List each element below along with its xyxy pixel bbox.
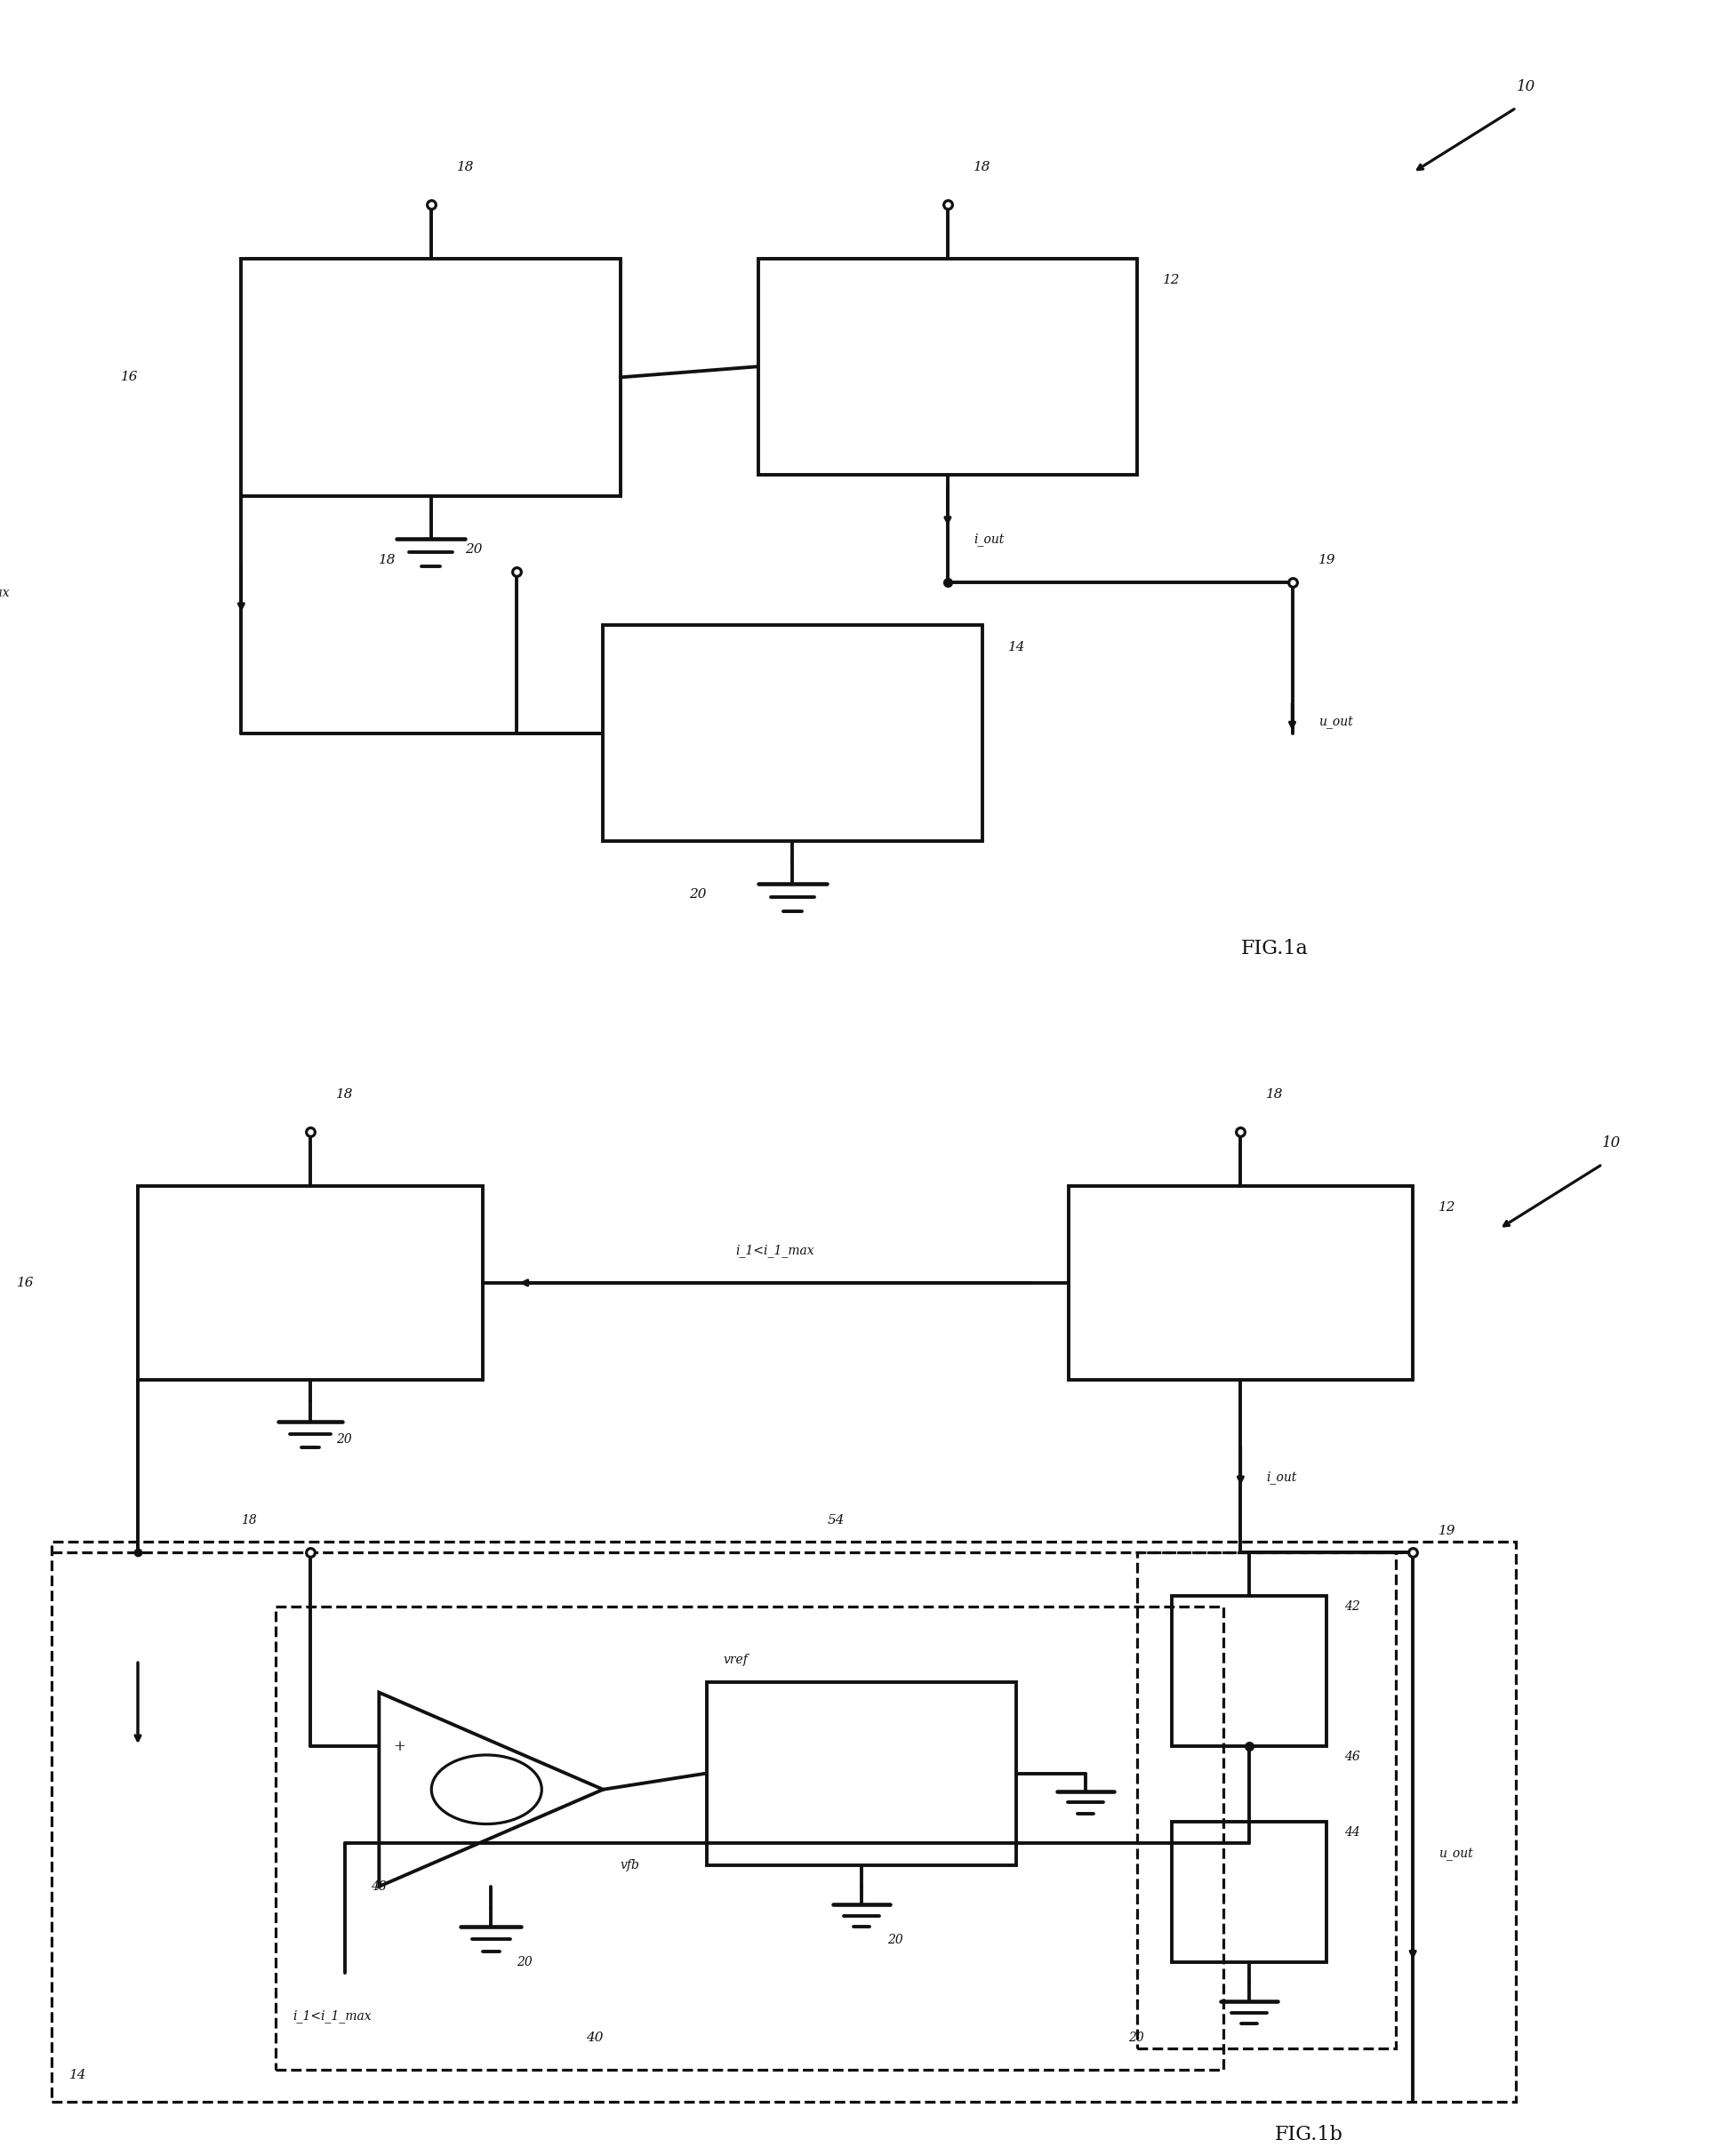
Text: 54: 54 (827, 1514, 844, 1526)
Bar (276, 1606, 1223, 2070)
Text: 44: 44 (1344, 1826, 1359, 1839)
Text: i_1<i_1_max: i_1<i_1_max (0, 586, 10, 599)
Bar (1068, 1186, 1413, 1380)
Bar (706, 1682, 1017, 1865)
Text: 18: 18 (241, 1514, 257, 1526)
Text: 12: 12 (1163, 274, 1180, 287)
Text: vref: vref (724, 1654, 748, 1667)
Text: 20: 20 (689, 888, 706, 901)
Text: 18: 18 (1266, 1089, 1284, 1100)
Text: FIG.1a: FIG.1a (1241, 938, 1308, 959)
Text: 18: 18 (973, 162, 991, 172)
Bar (1172, 1822, 1327, 1962)
Text: vfb: vfb (620, 1858, 639, 1871)
Text: i_out: i_out (1266, 1470, 1297, 1483)
Text: 20: 20 (465, 543, 482, 556)
Text: 42: 42 (1344, 1600, 1359, 1613)
Bar (758, 259, 1137, 474)
Text: +: + (393, 1738, 405, 1755)
Text: 16: 16 (121, 371, 138, 384)
Text: 20: 20 (1129, 2031, 1144, 2044)
Text: i_1<i_1_max: i_1<i_1_max (293, 2009, 372, 2022)
Text: 10: 10 (1516, 78, 1535, 95)
Text: 40: 40 (586, 2031, 603, 2044)
Text: 20: 20 (336, 1434, 351, 1445)
Text: 19: 19 (1439, 1524, 1456, 1537)
Text: 19: 19 (1318, 554, 1335, 567)
Text: i_1<i_1_max: i_1<i_1_max (736, 1244, 815, 1257)
Bar (241, 259, 620, 496)
Text: -: - (393, 1835, 398, 1852)
Text: 48: 48 (370, 1880, 386, 1893)
Text: 20: 20 (887, 1934, 903, 1947)
Bar (1137, 1552, 1396, 2048)
Bar (1172, 1595, 1327, 1746)
Bar (138, 1186, 482, 1380)
Text: 46: 46 (1344, 1751, 1359, 1764)
Text: 10: 10 (1602, 1134, 1621, 1151)
Text: i_out: i_out (973, 533, 1005, 545)
Text: 14: 14 (1008, 640, 1025, 653)
Text: 18: 18 (457, 162, 474, 172)
Text: 14: 14 (69, 2070, 86, 2081)
Text: u_out: u_out (1439, 1848, 1473, 1861)
Text: u_out: u_out (1318, 716, 1353, 729)
Text: 18: 18 (336, 1089, 353, 1100)
Bar (603, 625, 982, 841)
Bar (52, 1542, 1516, 2102)
Text: 18: 18 (379, 554, 396, 567)
Text: FIG.1b: FIG.1b (1275, 2124, 1344, 2145)
Text: 16: 16 (17, 1276, 34, 1289)
Text: 12: 12 (1439, 1201, 1456, 1214)
Text: 20: 20 (517, 1955, 532, 1968)
